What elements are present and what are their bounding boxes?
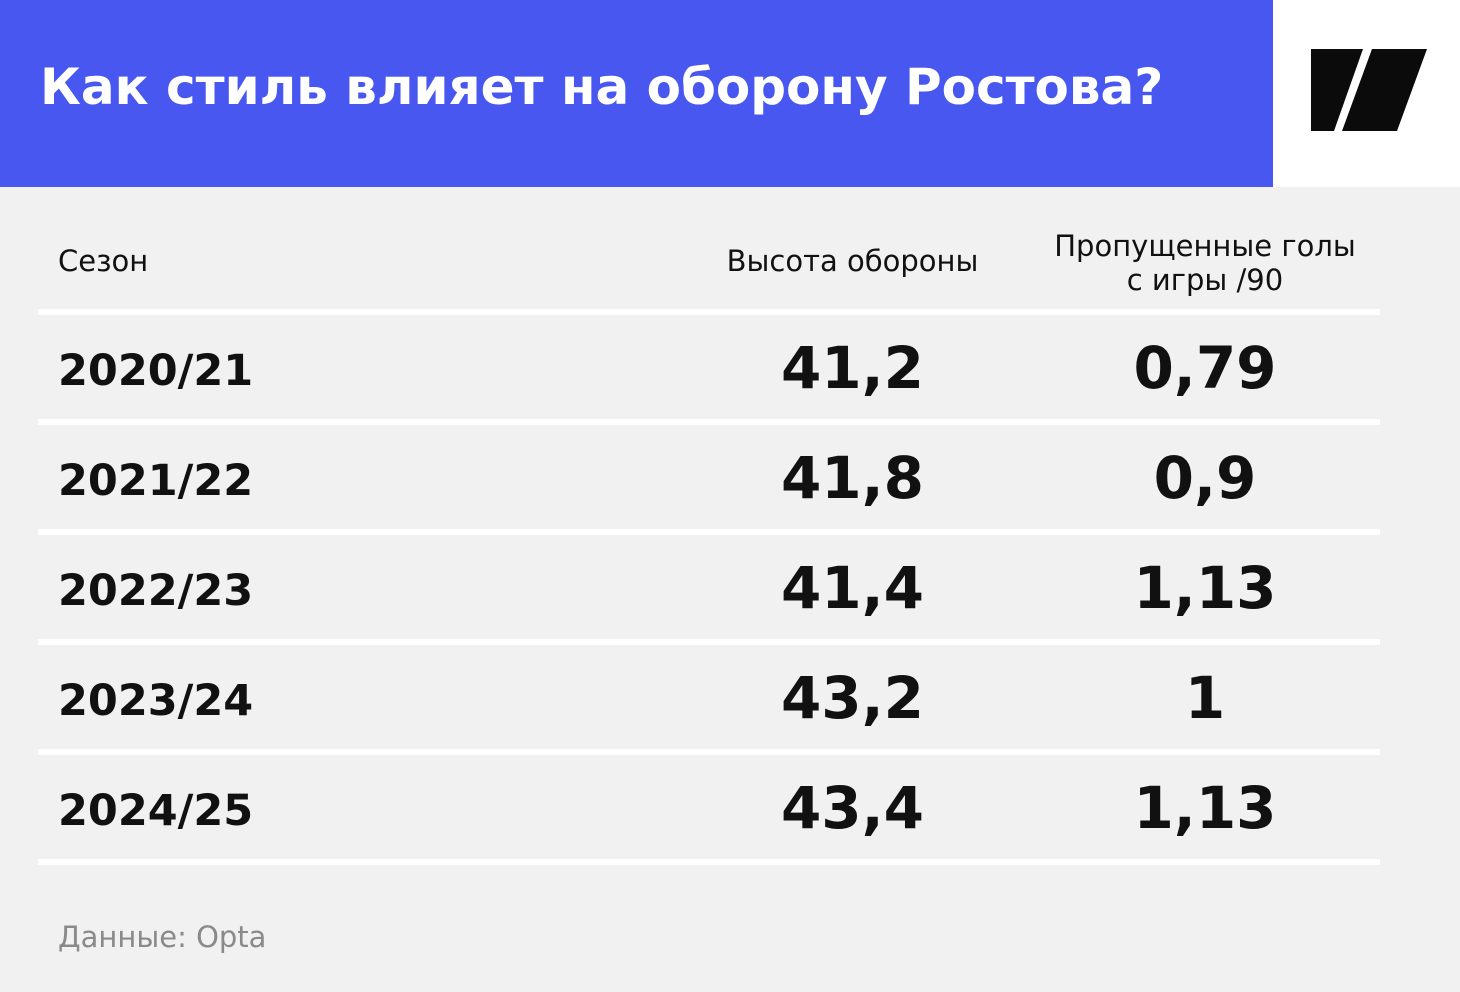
defense-height-cell: 43,4 (780, 774, 925, 842)
table-row: 2021/22 41,8 0,9 (0, 425, 1460, 529)
column-header-defense-height: Высота обороны (726, 244, 979, 278)
row-divider (38, 749, 1380, 755)
slash-logo-icon (1311, 49, 1427, 131)
season-cell: 2022/23 (58, 566, 254, 616)
table-header: Сезон Высота обороны Пропущенные голы с … (0, 187, 1460, 312)
column-header-goals-conceded: Пропущенные голы с игры /90 (1030, 229, 1380, 297)
goals-conceded-cell: 1 (1184, 664, 1226, 732)
row-divider (38, 639, 1380, 645)
goals-conceded-cell: 0,9 (1153, 444, 1257, 512)
season-cell: 2023/24 (58, 676, 254, 726)
logo-box (1273, 0, 1460, 187)
column-header-goals-line-2: с игры /90 (1126, 263, 1284, 297)
goals-conceded-cell: 0,79 (1133, 334, 1277, 402)
row-divider (38, 529, 1380, 535)
row-divider (38, 419, 1380, 425)
table-row: 2020/21 41,2 0,79 (0, 315, 1460, 419)
page-title: Как стиль влияет на оборону Ростова? (40, 58, 1164, 116)
header-band: Как стиль влияет на оборону Ростова? (0, 0, 1273, 187)
data-source-note: Данные: Opta (58, 920, 267, 954)
defense-height-cell: 43,2 (780, 664, 925, 732)
goals-conceded-cell: 1,13 (1133, 774, 1277, 842)
defense-height-cell: 41,8 (780, 444, 925, 512)
defense-height-cell: 41,4 (780, 554, 925, 622)
column-header-season: Сезон (58, 244, 149, 278)
table-row: 2022/23 41,4 1,13 (0, 535, 1460, 639)
column-header-goals-line-1: Пропущенные голы (1054, 229, 1356, 263)
season-cell: 2024/25 (58, 786, 254, 836)
table-row: 2024/25 43,4 1,13 (0, 755, 1460, 859)
season-cell: 2020/21 (58, 346, 254, 396)
row-divider (38, 859, 1380, 865)
season-cell: 2021/22 (58, 456, 254, 506)
table-row: 2023/24 43,2 1 (0, 645, 1460, 749)
goals-conceded-cell: 1,13 (1133, 554, 1277, 622)
row-divider (38, 309, 1380, 315)
defense-height-cell: 41,2 (780, 334, 925, 402)
